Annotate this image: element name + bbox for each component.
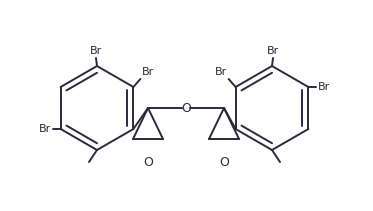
Text: Br: Br [319, 82, 330, 92]
Text: Br: Br [38, 124, 51, 134]
Text: Br: Br [142, 67, 155, 77]
Text: O: O [143, 156, 153, 169]
Text: Br: Br [90, 46, 102, 56]
Text: O: O [219, 156, 229, 169]
Text: Br: Br [267, 46, 279, 56]
Text: O: O [181, 101, 191, 115]
Text: Br: Br [214, 67, 227, 77]
